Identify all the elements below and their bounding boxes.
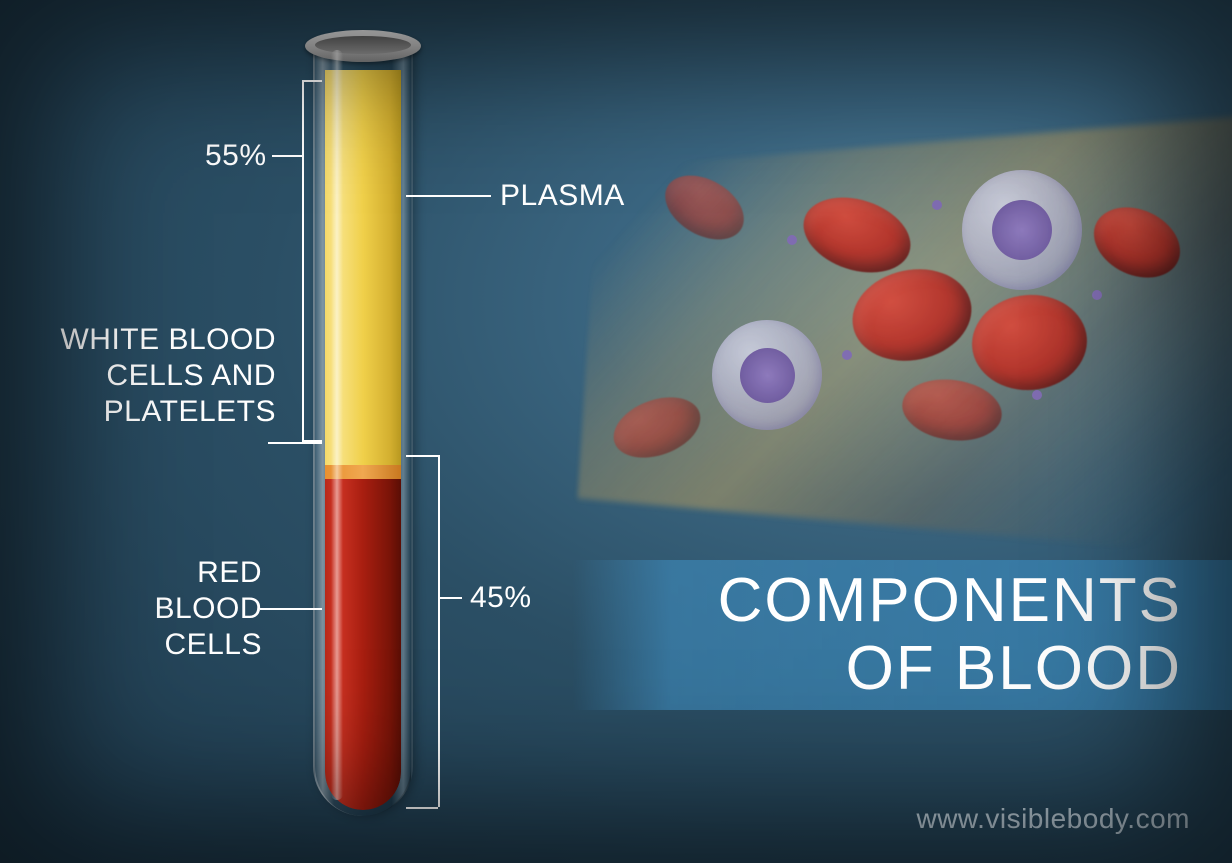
infographic-title: COMPONENTS OF BLOOD: [718, 567, 1182, 703]
title-line: OF BLOOD: [846, 634, 1182, 703]
leader-line: [406, 195, 491, 197]
leader-line: [438, 455, 440, 807]
label-line: CELLS AND: [106, 359, 276, 392]
test-tube: [313, 30, 413, 830]
tube-contents: [325, 70, 401, 810]
label-line: CELLS: [164, 628, 262, 661]
rbc-label: RED BLOOD CELLS: [92, 555, 262, 663]
blood-vessel-art: [532, 140, 1232, 520]
red-cells-layer: [325, 479, 401, 810]
plasma-percent-label: 55%: [205, 138, 267, 174]
wbc-platelets-label: WHITE BLOOD CELLS AND PLATELETS: [56, 322, 276, 430]
plasma-layer: [325, 70, 401, 465]
title-line: COMPONENTS: [718, 566, 1182, 635]
label-line: WHITE BLOOD: [60, 323, 276, 356]
buffy-coat-layer: [325, 465, 401, 479]
plasma-label: PLASMA: [500, 178, 625, 214]
title-banner: COMPONENTS OF BLOOD: [572, 560, 1232, 710]
leader-line: [302, 80, 322, 82]
leader-line: [302, 80, 304, 440]
label-line: RED BLOOD: [154, 556, 262, 625]
leader-line: [406, 455, 438, 457]
leader-line: [268, 442, 322, 444]
leader-line: [272, 155, 302, 157]
rbc-percent-label: 45%: [470, 580, 532, 616]
watermark-url: www.visiblebody.com: [916, 803, 1190, 835]
leader-line: [260, 608, 322, 610]
label-line: PLATELETS: [104, 395, 276, 428]
leader-line: [438, 597, 462, 599]
leader-line: [406, 807, 438, 809]
tube-rim: [305, 30, 421, 62]
